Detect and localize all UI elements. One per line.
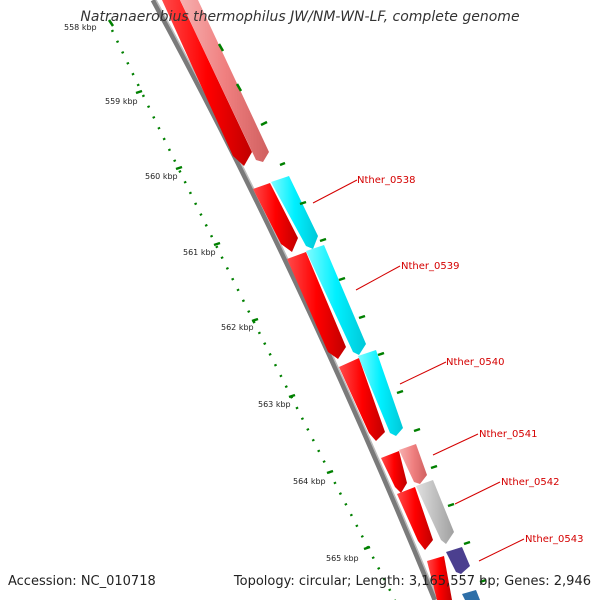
tick-mark xyxy=(251,317,259,323)
gene-arrow[interactable] xyxy=(339,358,385,441)
tick-mark xyxy=(396,389,404,395)
gene-arrow[interactable] xyxy=(358,350,403,436)
gene-label-nther-0541[interactable]: Nther_0541 xyxy=(479,429,537,440)
gene-track-outer xyxy=(180,0,480,600)
map-title: Natranaerobius thermophilus JW/NM-WN-LF,… xyxy=(80,9,520,25)
tick-mark xyxy=(447,502,455,508)
gene-labels: Nther_0538 Nther_0539 Nther_0540 Nther_0… xyxy=(357,175,583,545)
gene-label-nther-0540[interactable]: Nther_0540 xyxy=(446,357,504,368)
gene-arrow[interactable] xyxy=(427,556,452,600)
label-leaders xyxy=(312,179,525,562)
tick-label: 560 kbp xyxy=(145,172,178,181)
gene-arrow[interactable] xyxy=(399,444,427,484)
tick-label: 559 kbp xyxy=(105,97,138,106)
gene-arrow[interactable] xyxy=(446,547,470,574)
gene-label-nther-0539[interactable]: Nther_0539 xyxy=(401,261,459,272)
gene-arrow[interactable] xyxy=(271,176,318,249)
gene-label-nther-0542[interactable]: Nther_0542 xyxy=(501,477,559,488)
gene-track-inner xyxy=(162,0,452,600)
gene-arrow[interactable] xyxy=(462,590,480,600)
tick-mark xyxy=(107,19,115,27)
gene-arrow[interactable] xyxy=(287,252,346,359)
tick-mark xyxy=(326,469,334,475)
tick-mark xyxy=(363,545,371,551)
tick-mark xyxy=(260,120,268,127)
tick-mark xyxy=(235,83,243,92)
tick-mark xyxy=(319,237,327,243)
gene-arrow[interactable] xyxy=(162,0,252,166)
accession-text: Accession: NC_010718 xyxy=(8,574,156,589)
tick-mark xyxy=(279,161,286,167)
tick-label: 558 kbp xyxy=(64,23,97,32)
genome-summary-text: Topology: circular; Length: 3,165,557 bp… xyxy=(233,574,591,589)
gene-arrow[interactable] xyxy=(397,487,433,550)
tick-labels: 558 kbp 559 kbp 560 kbp 561 kbp 562 kbp … xyxy=(64,23,359,563)
tick-mark xyxy=(288,393,296,399)
tick-mark xyxy=(377,351,385,357)
tick-mark xyxy=(175,165,183,171)
tick-label: 565 kbp xyxy=(326,554,359,563)
tick-label: 563 kbp xyxy=(258,400,291,409)
tick-mark xyxy=(430,464,438,470)
tick-label: 562 kbp xyxy=(221,323,254,332)
tick-label: 564 kbp xyxy=(293,477,326,486)
tick-mark xyxy=(217,43,225,52)
tick-mark xyxy=(358,314,366,320)
gene-label-nther-0543[interactable]: Nther_0543 xyxy=(525,534,583,545)
tick-mark xyxy=(299,200,307,206)
gene-label-nther-0538[interactable]: Nther_0538 xyxy=(357,175,415,186)
outer-marks xyxy=(217,43,487,584)
tick-track xyxy=(110,29,397,600)
tick-mark xyxy=(413,427,421,433)
gene-arrow[interactable] xyxy=(381,451,407,493)
gene-arrow[interactable] xyxy=(416,480,454,544)
gene-arrow[interactable] xyxy=(306,245,366,355)
tick-mark xyxy=(135,89,143,95)
tick-label: 561 kbp xyxy=(183,248,216,257)
major-ticks xyxy=(107,19,371,551)
gene-arrow[interactable] xyxy=(253,183,298,252)
tick-mark xyxy=(338,276,346,282)
tick-mark xyxy=(463,540,471,546)
tick-mark xyxy=(479,578,487,584)
backbone xyxy=(150,0,439,600)
tick-mark xyxy=(213,241,221,247)
gene-arrow[interactable] xyxy=(180,0,269,162)
